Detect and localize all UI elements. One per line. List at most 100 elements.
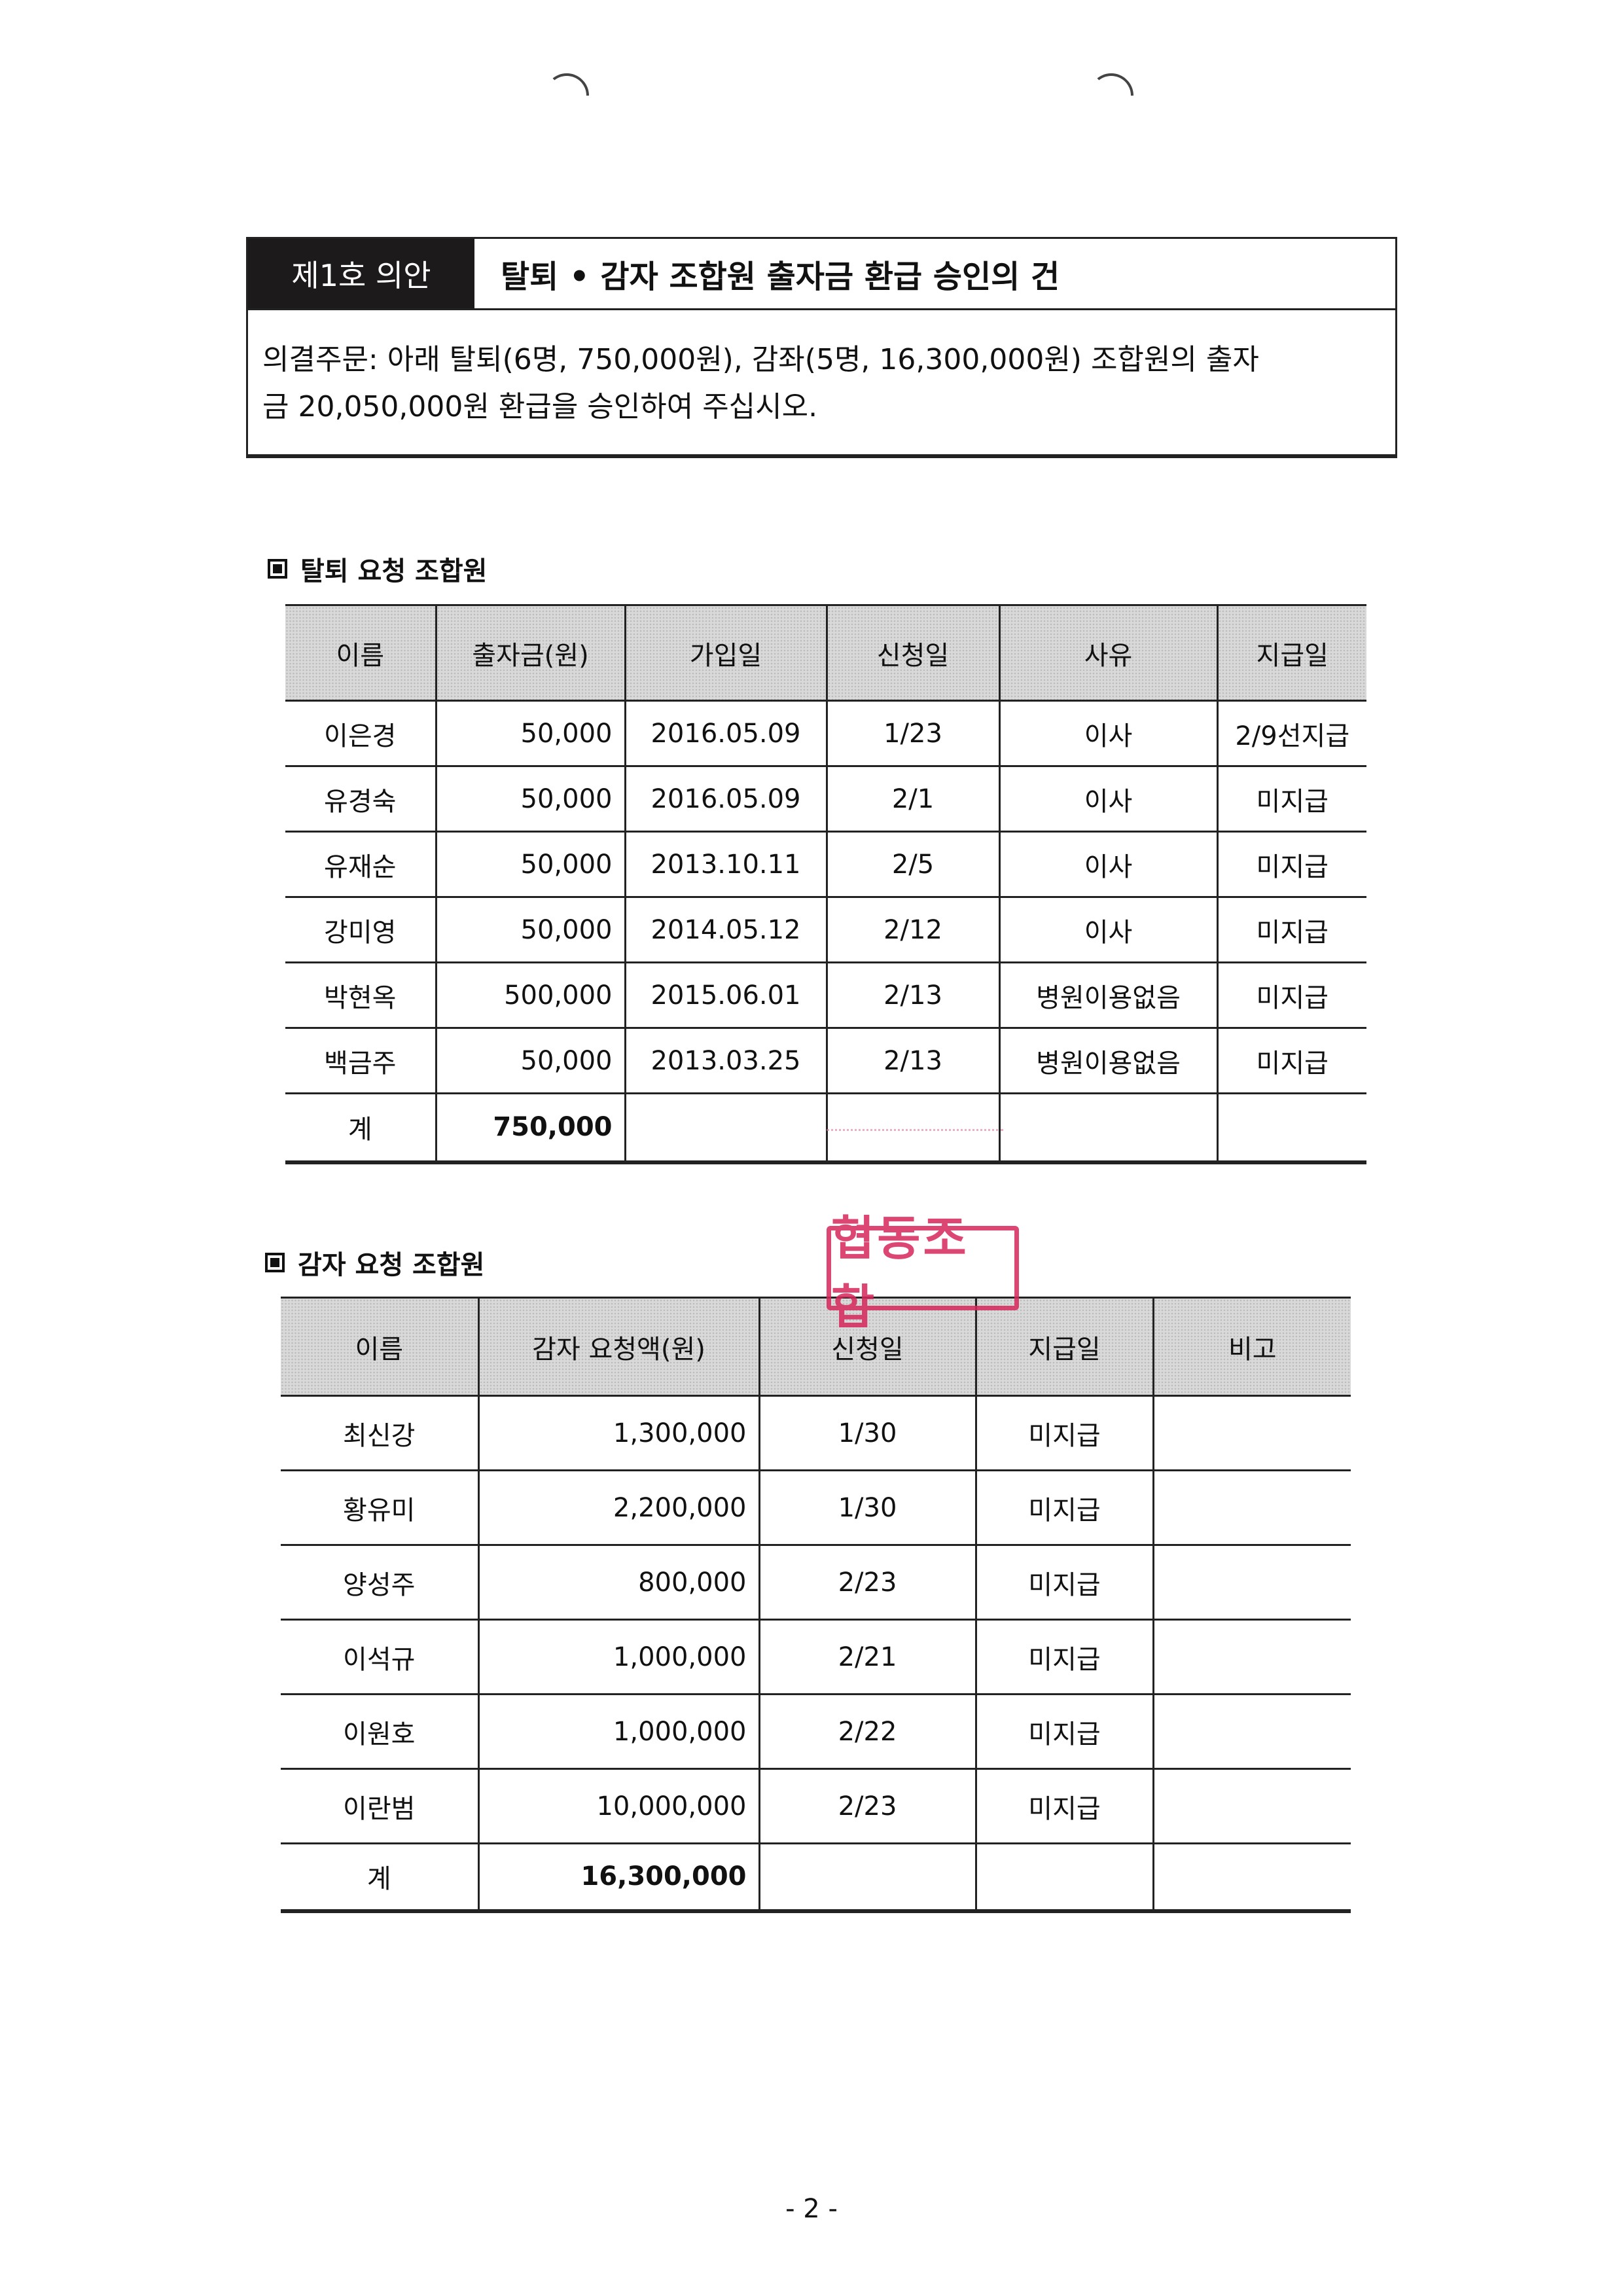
table-cell: 황유미: [281, 1469, 480, 1546]
table-row: 박현옥 500,000 2015.06.01 2/13 병원이용없음 미지급: [285, 961, 1366, 1029]
table-row: 유재순 50,000 2013.10.11 2/5 이사 미지급: [285, 831, 1366, 898]
resolution-line: 금 20,050,000원 환급을 승인하여 주십시오.: [262, 390, 818, 423]
table-cell: 미지급: [974, 1768, 1154, 1844]
column-header: 신청일: [758, 1297, 977, 1397]
total-cell: [974, 1842, 1154, 1913]
table-cell: 2/21: [758, 1619, 977, 1695]
table-cell: 강미영: [285, 896, 437, 963]
table-cell: 미지급: [974, 1395, 1154, 1471]
table-cell: 50,000: [435, 765, 626, 833]
table-cell: 미지급: [1216, 1027, 1366, 1094]
column-header: 사유: [998, 604, 1219, 702]
punch-hole-left: [535, 64, 598, 127]
withdrawal-section-heading: 탈퇴 요청 조합원: [268, 550, 487, 588]
table-cell: 50,000: [435, 831, 626, 898]
table-cell: 1,000,000: [477, 1693, 760, 1770]
column-header: 지급일: [974, 1297, 1154, 1397]
table-cell: 2/13: [825, 1027, 1001, 1094]
table-cell: 최신강: [281, 1395, 480, 1471]
table-row: 이란범 10,000,000 2/23 미지급: [281, 1768, 1351, 1844]
header-row: 이름 감자 요청액(원) 신청일 지급일 비고: [281, 1297, 1351, 1397]
table-cell: 미지급: [974, 1469, 1154, 1546]
table-cell: 병원이용없음: [998, 961, 1219, 1029]
column-header: 지급일: [1216, 604, 1366, 702]
header-row: 이름 출자금(원) 가입일 신청일 사유 지급일: [285, 604, 1366, 702]
table-cell: 미지급: [974, 1544, 1154, 1621]
table-cell: 2/13: [825, 961, 1001, 1029]
table-cell: 2/23: [758, 1768, 977, 1844]
total-cell: [998, 1092, 1219, 1164]
punch-hole-right: [1080, 64, 1143, 127]
table-cell: 2015.06.01: [624, 961, 828, 1029]
table-cell: 10,000,000: [477, 1768, 760, 1844]
table-cell: 1,300,000: [477, 1395, 760, 1471]
column-header: 가입일: [624, 604, 828, 702]
table-cell: [1152, 1768, 1351, 1844]
table-cell: 50,000: [435, 896, 626, 963]
total-cell: 계: [285, 1092, 437, 1164]
table-cell: 이사: [998, 765, 1219, 833]
stamp-text: 협동조합: [831, 1210, 969, 1335]
table-row: 백금주 50,000 2013.03.25 2/13 병원이용없음 미지급: [285, 1027, 1366, 1094]
table-cell: 50,000: [435, 700, 626, 767]
table-row: 최신강 1,300,000 1/30 미지급: [281, 1395, 1351, 1471]
table-cell: 미지급: [1216, 765, 1366, 833]
table-cell: 이사: [998, 831, 1219, 898]
table-cell: 이사: [998, 896, 1219, 963]
withdrawal-section-title: 탈퇴 요청 조합원: [300, 556, 488, 586]
table-cell: 2/1: [825, 765, 1001, 833]
total-cell: 750,000: [435, 1092, 626, 1164]
square-bullet-icon: [268, 559, 287, 579]
reduction-section-heading: 감자 요청 조합원: [265, 1244, 484, 1282]
table-row: 양성주 800,000 2/23 미지급: [281, 1544, 1351, 1621]
table-cell: 2,200,000: [477, 1469, 760, 1546]
table-cell: [1152, 1544, 1351, 1621]
total-row: 계 750,000: [285, 1092, 1366, 1164]
withdrawal-table: 이름 출자금(원) 가입일 신청일 사유 지급일 이은경 50,000 2016.05.09 1/…: [285, 604, 1366, 1164]
table-cell: 미지급: [1216, 896, 1366, 963]
total-cell: 계: [281, 1842, 480, 1913]
table-row: 이은경 50,000 2016.05.09 1/23 이사 2/9선지급: [285, 700, 1366, 767]
table-row: 유경숙 50,000 2016.05.09 2/1 이사 미지급: [285, 765, 1366, 833]
total-cell: [624, 1092, 828, 1164]
total-cell: [825, 1092, 1001, 1164]
table-cell: 800,000: [477, 1544, 760, 1621]
total-cell: [1216, 1092, 1366, 1164]
table-cell: 500,000: [435, 961, 626, 1029]
table-cell: 미지급: [974, 1619, 1154, 1695]
reduction-table: 이름 감자 요청액(원) 신청일 지급일 비고 최신강 1,300,000 1/30 미지급 황유…: [281, 1297, 1351, 1913]
faint-stamp-impression: [827, 1129, 1003, 1203]
column-header: 신청일: [825, 604, 1001, 702]
table-cell: [1152, 1619, 1351, 1695]
table-cell: 이사: [998, 700, 1219, 767]
column-header: 비고: [1152, 1297, 1351, 1397]
table-cell: 2/5: [825, 831, 1001, 898]
column-header: 감자 요청액(원): [477, 1297, 760, 1397]
table-cell: 2016.05.09: [624, 765, 828, 833]
table-cell: 병원이용없음: [998, 1027, 1219, 1094]
table-cell: 2016.05.09: [624, 700, 828, 767]
table-cell: 2/23: [758, 1544, 977, 1621]
total-cell: [758, 1842, 977, 1913]
table-cell: 이석규: [281, 1619, 480, 1695]
table-cell: 1/23: [825, 700, 1001, 767]
table-cell: 1,000,000: [477, 1619, 760, 1695]
table-cell: 미지급: [1216, 831, 1366, 898]
agenda-header: 제1호 의안 탈퇴 • 감자 조합원 출자금 환급 승인의 건: [248, 239, 1395, 310]
table-row: 강미영 50,000 2014.05.12 2/12 이사 미지급: [285, 896, 1366, 963]
table-cell: 박현옥: [285, 961, 437, 1029]
table-cell: 2013.03.25: [624, 1027, 828, 1094]
table-cell: [1152, 1469, 1351, 1546]
column-header: 출자금(원): [435, 604, 626, 702]
table-cell: 유경숙: [285, 765, 437, 833]
column-header: 이름: [285, 604, 437, 702]
cooperative-seal-stamp: 협동조합: [827, 1211, 1019, 1335]
table-cell: 2/9선지급: [1216, 700, 1366, 767]
table-cell: 2/12: [825, 896, 1001, 963]
agenda-box: 제1호 의안 탈퇴 • 감자 조합원 출자금 환급 승인의 건 의결주문: 아래…: [246, 237, 1397, 458]
table-cell: 이은경: [285, 700, 437, 767]
total-cell: [1152, 1842, 1351, 1913]
table-cell: [1152, 1693, 1351, 1770]
table-cell: 2014.05.12: [624, 896, 828, 963]
table-row: 이원호 1,000,000 2/22 미지급: [281, 1693, 1351, 1770]
